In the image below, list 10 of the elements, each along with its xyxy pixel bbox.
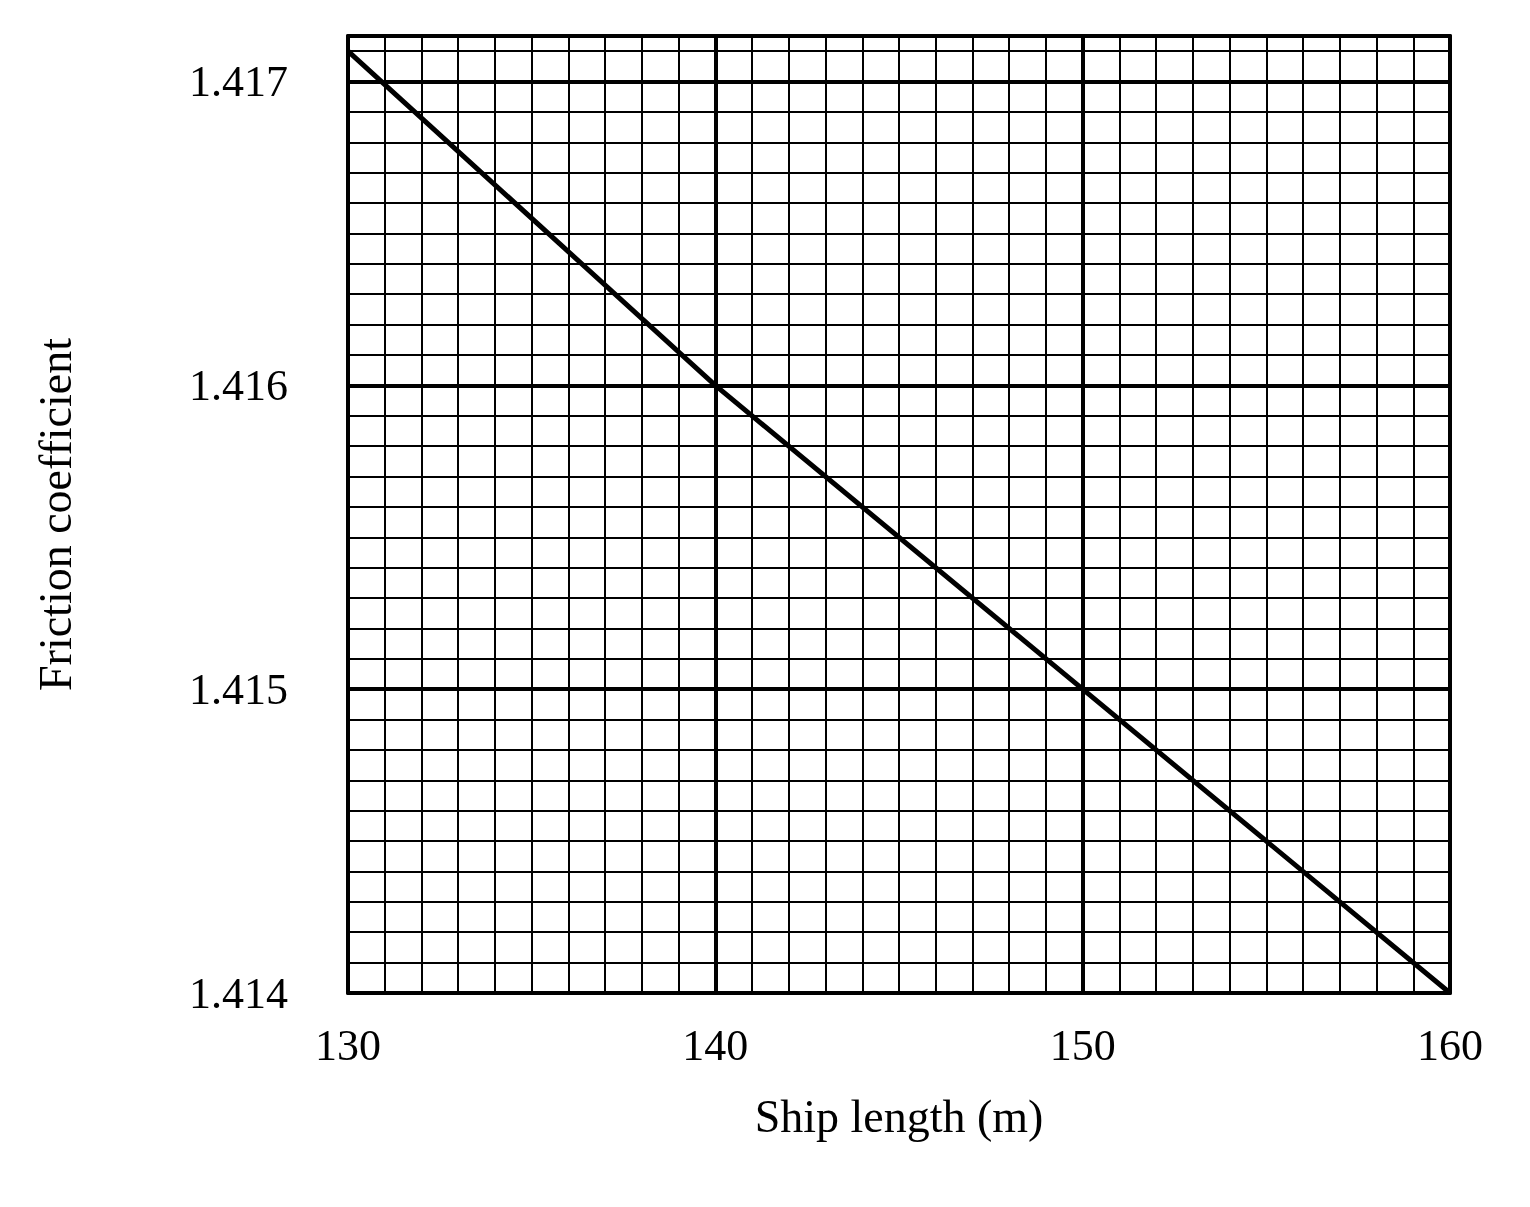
y-tick-label: 1.416	[189, 360, 288, 410]
x-tick-label: 150	[1049, 1020, 1116, 1070]
y-tick-label: 1.414	[189, 968, 288, 1018]
x-axis-title: Ship length (m)	[754, 1090, 1044, 1142]
y-axis-title: Friction coefficient	[29, 337, 81, 691]
y-tick-label: 1.415	[189, 664, 288, 714]
x-tick-label: 160	[1417, 1020, 1483, 1070]
y-tick-label: 1.417	[189, 57, 288, 107]
x-tick-label: 130	[315, 1020, 381, 1070]
x-tick-label: 140	[682, 1020, 749, 1070]
